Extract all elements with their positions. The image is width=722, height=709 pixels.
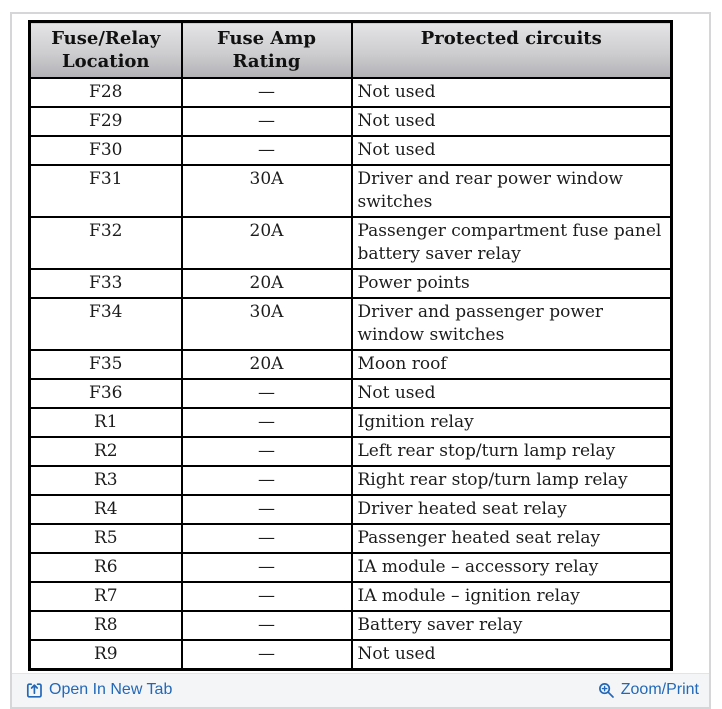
zoom-print-label: Zoom/Print xyxy=(620,681,699,698)
fuse-table-container: Fuse/Relay Location Fuse Amp Rating Prot… xyxy=(12,14,709,673)
cell-location: R6 xyxy=(28,552,183,583)
cell-circuit: Not used xyxy=(350,135,673,166)
cell-location: F34 xyxy=(28,297,183,351)
cell-rating: 20A xyxy=(180,216,353,270)
cell-circuit: Not used xyxy=(350,639,673,671)
table-row: F28— Not used xyxy=(28,77,673,108)
cell-location: F32 xyxy=(28,216,183,270)
cell-rating: — xyxy=(180,581,353,612)
cell-location: F36 xyxy=(28,378,183,409)
cell-circuit: IA module – accessory relay xyxy=(350,552,673,583)
open-in-new-tab-label: Open In New Tab xyxy=(49,681,173,698)
table-row: R4— Driver heated seat relay xyxy=(28,494,673,525)
fuse-table-body: F28— Not used F29— Not used F30— Not used F31 3… xyxy=(28,77,673,671)
table-row: F31 30A Driver and rear power window switc… xyxy=(28,164,673,218)
table-row: R5— Passenger heated seat relay xyxy=(28,523,673,554)
cell-circuit: Battery saver relay xyxy=(350,610,673,641)
table-row: F33 20A Power points xyxy=(28,268,673,299)
open-in-new-tab-link[interactable]: Open In New Tab xyxy=(26,681,172,699)
cell-rating: 20A xyxy=(180,268,353,299)
cell-circuit: Not used xyxy=(350,77,673,108)
viewer-footer: Open In New Tab Zoom/Print xyxy=(12,673,709,707)
cell-circuit: Not used xyxy=(350,378,673,409)
cell-location: R3 xyxy=(28,465,183,496)
table-row: R3— Right rear stop/turn lamp relay xyxy=(28,465,673,496)
cell-location: R1 xyxy=(28,407,183,438)
table-row: F35 20A Moon roof xyxy=(28,349,673,380)
table-row: R9— Not used xyxy=(28,639,673,671)
cell-circuit: Left rear stop/turn lamp relay xyxy=(350,436,673,467)
cell-circuit: Power points xyxy=(350,268,673,299)
cell-circuit: IA module – ignition relay xyxy=(350,581,673,612)
cell-circuit: Not used xyxy=(350,106,673,137)
header-protected-circuits: Protected circuits xyxy=(350,20,673,79)
fuse-chart-widget: Fuse/Relay Location Fuse Amp Rating Prot… xyxy=(10,12,711,709)
cell-rating: — xyxy=(180,407,353,438)
cell-rating: — xyxy=(180,494,353,525)
table-row: F36— Not used xyxy=(28,378,673,409)
open-in-new-tab-icon xyxy=(26,682,43,699)
table-row: R2— Left rear stop/turn lamp relay xyxy=(28,436,673,467)
cell-location: F29 xyxy=(28,106,183,137)
magnifier-plus-icon xyxy=(598,682,615,699)
cell-location: R2 xyxy=(28,436,183,467)
cell-location: F33 xyxy=(28,268,183,299)
cell-circuit: Right rear stop/turn lamp relay xyxy=(350,465,673,496)
cell-rating: — xyxy=(180,552,353,583)
fuse-table-header: Fuse/Relay Location Fuse Amp Rating Prot… xyxy=(28,20,673,79)
cell-rating: — xyxy=(180,378,353,409)
table-row: R6— IA module – accessory relay xyxy=(28,552,673,583)
cell-rating: 30A xyxy=(180,297,353,351)
table-row: R1— Ignition relay xyxy=(28,407,673,438)
cell-circuit: Passenger compartment fuse panel battery… xyxy=(350,216,673,270)
cell-location: R7 xyxy=(28,581,183,612)
cell-rating: — xyxy=(180,610,353,641)
cell-rating: — xyxy=(180,106,353,137)
table-row: F32 20A Passenger compartment fuse panel b… xyxy=(28,216,673,270)
cell-circuit: Passenger heated seat relay xyxy=(350,523,673,554)
cell-circuit: Driver and passenger power window switch… xyxy=(350,297,673,351)
table-row: F29— Not used xyxy=(28,106,673,137)
table-row: R8— Battery saver relay xyxy=(28,610,673,641)
header-fuse-relay-location: Fuse/Relay Location xyxy=(28,20,183,79)
cell-circuit: Driver heated seat relay xyxy=(350,494,673,525)
cell-rating: — xyxy=(180,465,353,496)
cell-circuit: Driver and rear power window switches xyxy=(350,164,673,218)
cell-circuit: Moon roof xyxy=(350,349,673,380)
cell-rating: 30A xyxy=(180,164,353,218)
fuse-relay-table: Fuse/Relay Location Fuse Amp Rating Prot… xyxy=(28,20,673,671)
cell-rating: — xyxy=(180,135,353,166)
table-row: F34 30A Driver and passenger power window … xyxy=(28,297,673,351)
cell-location: F35 xyxy=(28,349,183,380)
cell-location: F28 xyxy=(28,77,183,108)
table-row: F30— Not used xyxy=(28,135,673,166)
cell-location: R5 xyxy=(28,523,183,554)
table-row: R7— IA module – ignition relay xyxy=(28,581,673,612)
cell-location: R8 xyxy=(28,610,183,641)
zoom-print-link[interactable]: Zoom/Print xyxy=(598,681,699,699)
cell-rating: — xyxy=(180,639,353,671)
cell-location: R4 xyxy=(28,494,183,525)
cell-location: R9 xyxy=(28,639,183,671)
cell-rating: — xyxy=(180,77,353,108)
header-fuse-amp-rating: Fuse Amp Rating xyxy=(180,20,353,79)
cell-location: F30 xyxy=(28,135,183,166)
cell-rating: 20A xyxy=(180,349,353,380)
cell-circuit: Ignition relay xyxy=(350,407,673,438)
cell-rating: — xyxy=(180,436,353,467)
cell-rating: — xyxy=(180,523,353,554)
cell-location: F31 xyxy=(28,164,183,218)
